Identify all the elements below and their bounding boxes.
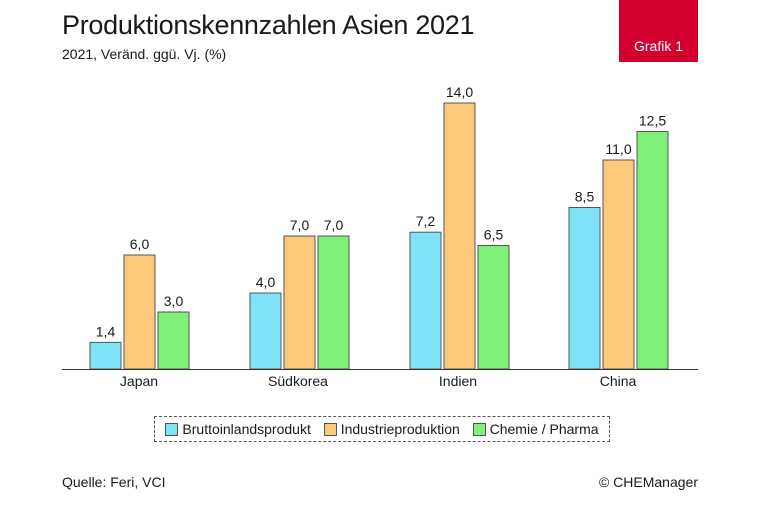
figure-badge-label: Grafik 1 bbox=[633, 38, 683, 54]
data-label-japan-chemie: 3,0 bbox=[164, 293, 184, 309]
bar-china-chemie bbox=[636, 131, 669, 370]
data-label-china-industrie: 11,0 bbox=[605, 141, 631, 157]
legend-swatch-industrie bbox=[323, 422, 337, 436]
bar-suedkorea-bip bbox=[249, 292, 282, 370]
bar-suedkorea-industrie bbox=[283, 235, 316, 370]
bar-indien-bip bbox=[409, 231, 442, 370]
legend-swatch-bip bbox=[165, 422, 179, 436]
data-label-indien-industrie: 14,0 bbox=[446, 84, 473, 100]
bar-china-bip bbox=[568, 207, 601, 370]
bar-japan-industrie bbox=[123, 254, 156, 370]
bar-indien-chemie bbox=[477, 245, 510, 370]
data-label-suedkorea-industrie: 7,0 bbox=[290, 217, 310, 233]
category-label-china: China bbox=[600, 373, 637, 389]
chart-subtitle: 2021, Veränd. ggü. Vj. (%) bbox=[62, 46, 227, 62]
bar-china-industrie bbox=[602, 159, 635, 370]
legend-swatch-chemie bbox=[472, 422, 486, 436]
legend-item-industrie: Industrieproduktion bbox=[323, 421, 460, 437]
data-label-japan-bip: 1,4 bbox=[96, 323, 116, 339]
chart-legend: Bruttoinlandsprodukt Industrieproduktion… bbox=[154, 416, 610, 442]
data-label-indien-chemie: 6,5 bbox=[484, 227, 504, 243]
category-label-suedkorea: Südkorea bbox=[268, 373, 328, 389]
bar-japan-chemie bbox=[157, 311, 190, 370]
legend-label-chemie: Chemie / Pharma bbox=[489, 421, 599, 437]
legend-item-bip: Bruttoinlandsprodukt bbox=[165, 421, 311, 437]
category-label-japan: Japan bbox=[120, 373, 158, 389]
legend-item-chemie: Chemie / Pharma bbox=[472, 421, 599, 437]
source-note: Quelle: Feri, VCI bbox=[62, 474, 166, 490]
data-label-japan-industrie: 6,0 bbox=[130, 236, 150, 252]
bar-japan-bip bbox=[89, 341, 122, 370]
data-label-suedkorea-bip: 4,0 bbox=[256, 274, 276, 290]
category-label-indien: Indien bbox=[439, 373, 477, 389]
data-label-china-chemie: 12,5 bbox=[639, 113, 666, 129]
bar-suedkorea-chemie bbox=[317, 235, 350, 370]
legend-label-industrie: Industrieproduktion bbox=[340, 421, 460, 437]
legend-label-bip: Bruttoinlandsprodukt bbox=[182, 421, 311, 437]
figure-badge: Grafik 1 bbox=[619, 0, 698, 62]
data-label-indien-bip: 7,2 bbox=[416, 213, 436, 229]
copyright-note: © CHEManager bbox=[598, 474, 698, 490]
data-label-suedkorea-chemie: 7,0 bbox=[324, 217, 344, 233]
data-label-china-bip: 8,5 bbox=[575, 189, 595, 205]
bar-indien-industrie bbox=[443, 102, 476, 370]
chart-title: Produktionskennzahlen Asien 2021 bbox=[62, 10, 475, 40]
